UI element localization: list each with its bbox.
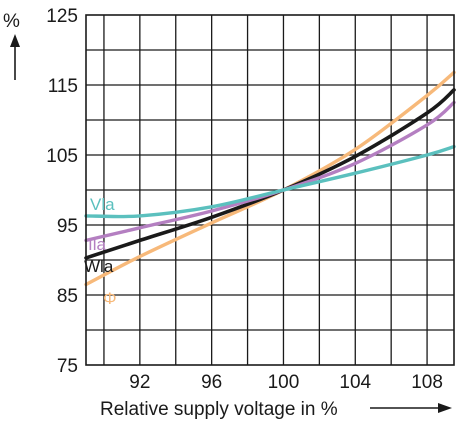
plot-frame <box>85 14 455 366</box>
series-label-phi: Φ <box>103 289 117 308</box>
y-tick-label: 95 <box>57 216 78 237</box>
series-label-ila: Ila <box>88 235 107 254</box>
series-line-phi <box>84 70 456 287</box>
x-axis-title: Relative supply voltage in % <box>100 399 338 420</box>
y-tick-label: 105 <box>46 146 78 167</box>
series-line-wla <box>84 88 456 260</box>
y-tick-label: 125 <box>46 6 78 27</box>
series-label-vla: Vla <box>90 195 115 214</box>
x-tick-label: 96 <box>201 372 222 393</box>
y-tick-label: 85 <box>57 286 78 307</box>
series-label-wla: Wla <box>84 257 114 276</box>
series-line-vla <box>84 144 456 219</box>
x-tick-label: 108 <box>411 372 443 393</box>
y-axis-unit: % <box>3 11 20 32</box>
x-tick-label: 92 <box>129 372 150 393</box>
x-tick-label: 104 <box>339 372 371 393</box>
grid <box>86 15 454 365</box>
y-tick-label: 75 <box>57 356 78 377</box>
y-axis-arrow-icon <box>10 34 20 80</box>
y-tick-label: 115 <box>48 76 78 97</box>
x-tick-label: 100 <box>268 372 300 393</box>
series-layer <box>84 70 456 287</box>
tick-labels: 92 96 100 104 108 75 85 95 105 115 125 <box>46 6 443 393</box>
x-axis-arrow-icon <box>370 403 452 413</box>
series-line-ila <box>84 100 456 243</box>
